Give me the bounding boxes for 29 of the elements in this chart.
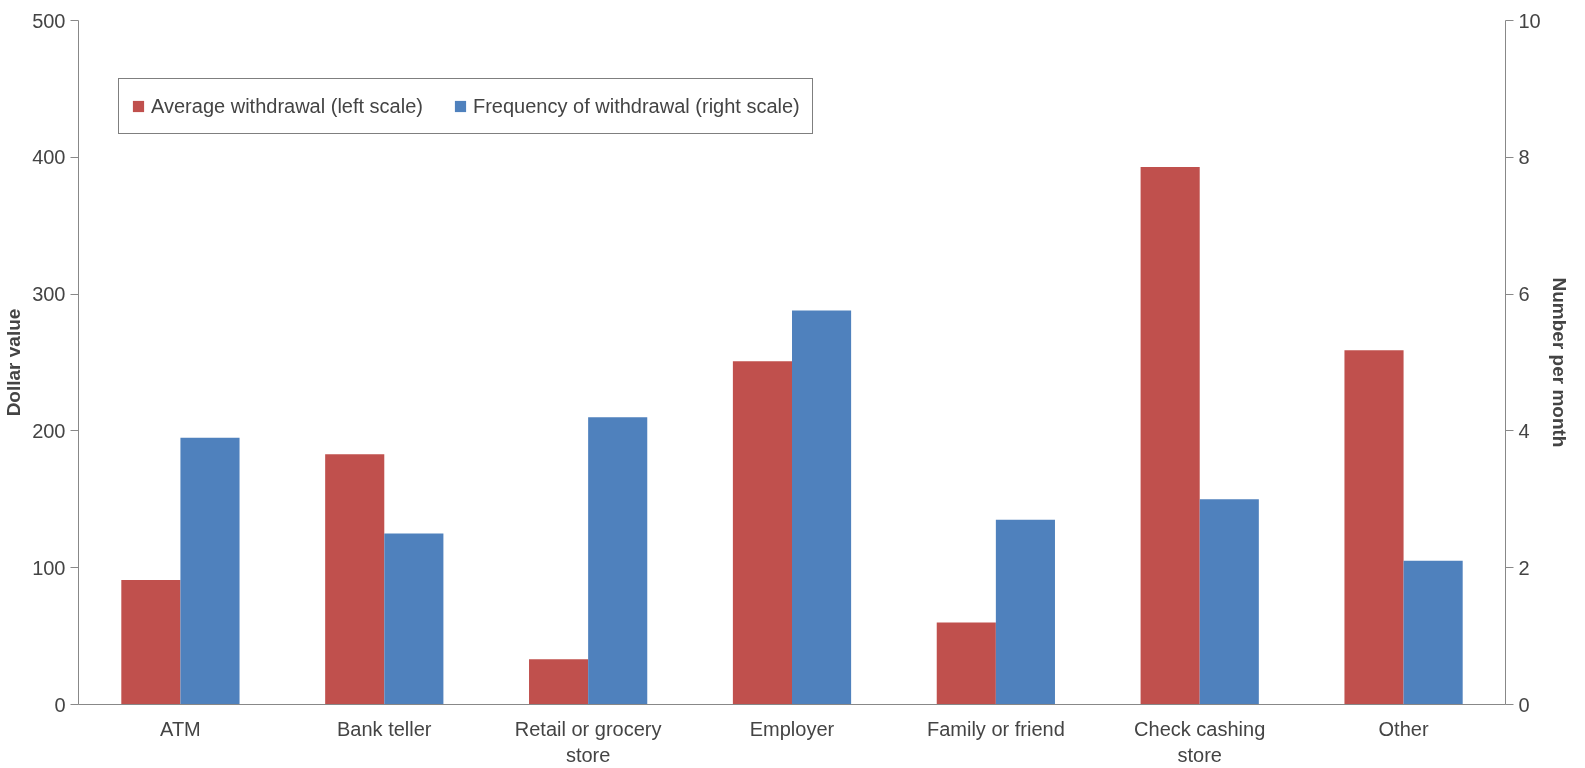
y-tick-label: 0 [54, 693, 66, 716]
bar [1344, 350, 1404, 705]
x-tick-label: Employer [749, 717, 835, 740]
x-tick-label: Family or friend [926, 717, 1065, 740]
y-tick-label: 500 [32, 9, 66, 32]
y-tick-label: 400 [32, 146, 66, 169]
bar [995, 519, 1055, 705]
y2-tick-label: 4 [1518, 419, 1530, 442]
y-tick-label: 100 [32, 556, 66, 579]
y2-axis-title: Number per month [1548, 277, 1570, 448]
y-tick-label: 300 [32, 283, 66, 306]
x-tick-label: Other [1378, 717, 1429, 740]
y-tick-label: 200 [32, 419, 66, 442]
y-axis-title: Dollar value [3, 308, 25, 417]
x-tick-label: Check cashing store [1134, 717, 1266, 766]
x-tick-label: ATM [160, 717, 201, 740]
y2-tick-label: 6 [1518, 283, 1530, 306]
x-tick-label: Bank teller [337, 717, 432, 740]
x-tick-label: Retail or grocery store [514, 717, 662, 766]
legend-label: Frequency of withdrawal (right scale) [472, 93, 800, 119]
bar [529, 659, 589, 705]
legend-label: Average withdrawal (left scale) [151, 93, 423, 119]
bar [1140, 166, 1200, 705]
y2-tick-label: 10 [1518, 9, 1541, 32]
bar [180, 437, 240, 705]
y2-tick-label: 8 [1518, 146, 1530, 169]
y2-tick-label: 0 [1518, 693, 1530, 716]
y2-tick-label: 2 [1518, 556, 1530, 579]
bar [588, 417, 648, 705]
